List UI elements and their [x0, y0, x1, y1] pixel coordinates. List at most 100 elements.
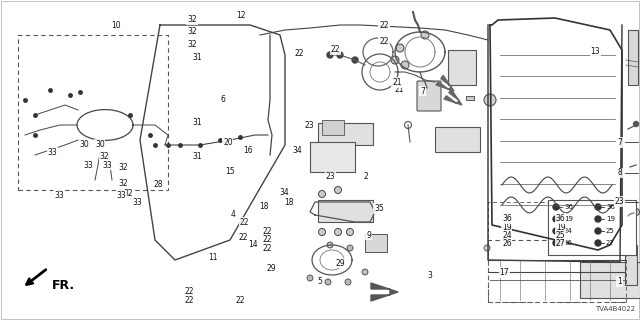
Bar	[318, 123, 373, 145]
Text: 27: 27	[556, 239, 566, 248]
Text: 24: 24	[564, 228, 573, 234]
Circle shape	[352, 57, 358, 63]
Circle shape	[327, 242, 333, 248]
Text: 32: 32	[187, 15, 197, 24]
Text: 31: 31	[192, 152, 202, 161]
Bar	[310, 142, 355, 172]
Circle shape	[325, 279, 331, 285]
Text: 4: 4	[230, 210, 236, 219]
Text: 13: 13	[590, 47, 600, 56]
Text: 21: 21	[392, 78, 401, 87]
Text: 30: 30	[79, 140, 90, 149]
Circle shape	[347, 245, 353, 251]
Text: 14: 14	[248, 240, 259, 249]
Circle shape	[553, 216, 559, 222]
Bar	[322, 120, 344, 135]
Bar	[548, 200, 636, 255]
Text: 10: 10	[111, 21, 122, 30]
Text: 22: 22	[185, 287, 194, 296]
Text: 23: 23	[305, 121, 315, 130]
Circle shape	[595, 216, 601, 222]
Text: 25: 25	[606, 228, 615, 234]
Text: 36: 36	[606, 204, 615, 210]
Circle shape	[401, 61, 409, 69]
Text: 23: 23	[614, 197, 625, 206]
Text: 19: 19	[606, 216, 615, 222]
Bar	[448, 50, 476, 85]
Bar	[488, 202, 626, 302]
Text: 8: 8	[617, 168, 622, 177]
Text: 6: 6	[220, 95, 225, 104]
Text: 36: 36	[564, 204, 573, 210]
Text: 22: 22	[236, 296, 245, 305]
Circle shape	[307, 275, 313, 281]
Text: 32: 32	[99, 152, 109, 161]
Text: 33: 33	[47, 148, 58, 157]
Circle shape	[634, 122, 639, 126]
FancyBboxPatch shape	[417, 81, 441, 111]
FancyArrow shape	[371, 283, 398, 301]
Text: 24: 24	[502, 231, 512, 240]
Text: 33: 33	[83, 161, 93, 170]
Text: 32: 32	[118, 163, 128, 172]
Text: 19: 19	[564, 216, 573, 222]
Text: 31: 31	[192, 118, 202, 127]
Circle shape	[595, 240, 601, 246]
Text: FR.: FR.	[52, 279, 75, 292]
Circle shape	[319, 190, 326, 197]
Text: 28: 28	[154, 180, 163, 189]
Circle shape	[595, 204, 601, 210]
Bar	[466, 96, 474, 100]
Text: 16: 16	[243, 146, 253, 155]
Text: 32: 32	[187, 40, 197, 49]
Circle shape	[595, 228, 601, 234]
FancyArrow shape	[436, 76, 454, 91]
Text: 18: 18	[285, 198, 294, 207]
Text: 36: 36	[556, 214, 566, 223]
Bar	[18, 35, 168, 190]
Text: 22: 22	[331, 45, 340, 54]
Circle shape	[484, 94, 496, 106]
Text: 34: 34	[292, 146, 302, 155]
Text: 27: 27	[606, 240, 615, 246]
Circle shape	[553, 228, 559, 234]
Text: 1: 1	[617, 277, 622, 286]
Circle shape	[345, 279, 351, 285]
Text: 22: 22	[185, 296, 194, 305]
Text: 36: 36	[502, 214, 512, 223]
Circle shape	[337, 52, 343, 58]
Circle shape	[421, 31, 429, 39]
Text: 35: 35	[374, 204, 384, 213]
Text: 22: 22	[263, 244, 272, 253]
Circle shape	[335, 228, 342, 236]
Text: 30: 30	[95, 140, 105, 149]
Text: 33: 33	[132, 198, 143, 207]
Text: TVA4B4022: TVA4B4022	[595, 306, 635, 312]
Text: 22: 22	[239, 233, 248, 242]
Text: 25: 25	[556, 231, 566, 240]
Bar	[488, 240, 626, 302]
Bar	[365, 234, 387, 252]
Circle shape	[553, 240, 559, 246]
Circle shape	[362, 269, 368, 275]
Circle shape	[391, 56, 399, 64]
Text: 5: 5	[317, 277, 323, 286]
Bar	[580, 262, 640, 298]
Bar	[318, 200, 373, 222]
Text: 23: 23	[325, 172, 335, 181]
Bar	[628, 30, 638, 85]
Circle shape	[553, 204, 559, 210]
Text: 21: 21	[395, 85, 404, 94]
Circle shape	[632, 209, 639, 215]
Text: 22: 22	[263, 227, 272, 236]
Text: 26: 26	[502, 239, 512, 248]
Text: 22: 22	[263, 235, 272, 244]
Bar	[625, 245, 637, 285]
Text: 29: 29	[266, 264, 276, 273]
Text: 7: 7	[420, 87, 425, 96]
Text: 20: 20	[223, 138, 233, 147]
Text: 15: 15	[225, 167, 236, 176]
Text: 32: 32	[118, 180, 128, 188]
Text: 33: 33	[54, 191, 64, 200]
Text: 9: 9	[366, 231, 371, 240]
